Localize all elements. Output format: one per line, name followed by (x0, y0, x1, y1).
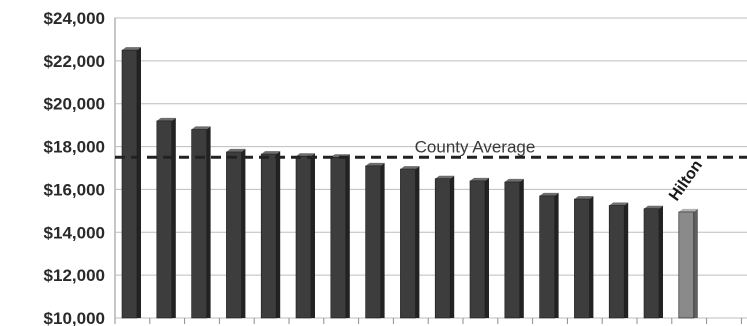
bar (260, 151, 281, 319)
y-tick-label: $24,000 (44, 9, 105, 28)
bar-top (609, 202, 629, 206)
bar-side (276, 151, 281, 318)
bar-front (469, 180, 486, 319)
bar-side (380, 162, 385, 318)
bar-side (554, 192, 559, 318)
bar (434, 175, 455, 319)
bar (156, 117, 176, 319)
bar-top (156, 117, 176, 121)
bar-front (260, 153, 277, 319)
county-average-label: County Average (415, 137, 536, 156)
bar-side (589, 196, 594, 318)
bar-top (435, 175, 455, 179)
bar-top (678, 208, 698, 212)
bar-hilton (678, 208, 698, 319)
bar-front (330, 156, 347, 319)
bar-side (450, 175, 455, 318)
bar-top (470, 177, 489, 181)
bar (191, 126, 211, 319)
bar-front (678, 211, 695, 319)
bar (504, 178, 524, 319)
bar-front (434, 178, 451, 319)
bar-side (624, 202, 629, 318)
bar-side (171, 117, 176, 318)
bar-top (122, 47, 141, 51)
bar (295, 153, 315, 319)
bar-side (415, 166, 420, 318)
bar-front (365, 165, 381, 319)
bar-top (504, 178, 524, 182)
y-tick-label: $10,000 (44, 309, 105, 326)
y-tick-label: $20,000 (44, 95, 105, 114)
bar-front (574, 198, 590, 319)
hilton-label: Hilton (666, 157, 706, 204)
bar (574, 196, 594, 319)
bar-front (191, 129, 207, 319)
bar-top (296, 153, 315, 157)
bar-front (539, 195, 555, 319)
bar-top (574, 196, 594, 200)
y-tick-label: $12,000 (44, 266, 105, 285)
bar (330, 154, 350, 319)
bar (539, 192, 559, 319)
y-tick-label: $14,000 (44, 223, 105, 242)
bar-front (226, 151, 242, 319)
bar-front (608, 205, 625, 319)
y-tick-label: $16,000 (44, 180, 105, 199)
bar-top (261, 151, 281, 155)
bar-side (206, 126, 211, 318)
bar-side (659, 205, 663, 318)
bars (121, 47, 698, 319)
bar-side (241, 148, 246, 318)
bar-front (121, 49, 138, 319)
bar-top (400, 166, 420, 170)
bar (469, 177, 489, 319)
y-tick-label: $18,000 (44, 138, 105, 157)
bar-front (504, 181, 521, 319)
bar (226, 148, 246, 319)
bar-top (644, 205, 663, 209)
bar-side (485, 177, 489, 318)
bar-top (539, 192, 559, 196)
bar (400, 166, 420, 319)
bar-front (400, 168, 416, 319)
bar-top (191, 126, 211, 130)
bar (121, 47, 141, 319)
bar (365, 162, 385, 319)
y-tick-label: $22,000 (44, 52, 105, 71)
bar-top (226, 148, 246, 152)
bar-top (365, 162, 385, 166)
y-axis: $10,000 $12,000 $14,000 $16,000 $18,000 $20,0… (44, 9, 742, 326)
bar (643, 205, 663, 319)
bar-side (345, 154, 350, 318)
bar-side (311, 153, 315, 318)
bar (608, 202, 629, 319)
bar-front (643, 208, 660, 319)
bar-front (295, 155, 312, 319)
bar-side (137, 47, 141, 319)
bar-side (693, 208, 698, 318)
bar-side (519, 178, 524, 318)
bar-front (156, 120, 173, 319)
grid-lines (114, 17, 747, 319)
